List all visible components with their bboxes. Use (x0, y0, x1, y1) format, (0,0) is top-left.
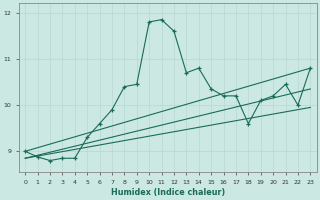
X-axis label: Humidex (Indice chaleur): Humidex (Indice chaleur) (111, 188, 225, 197)
